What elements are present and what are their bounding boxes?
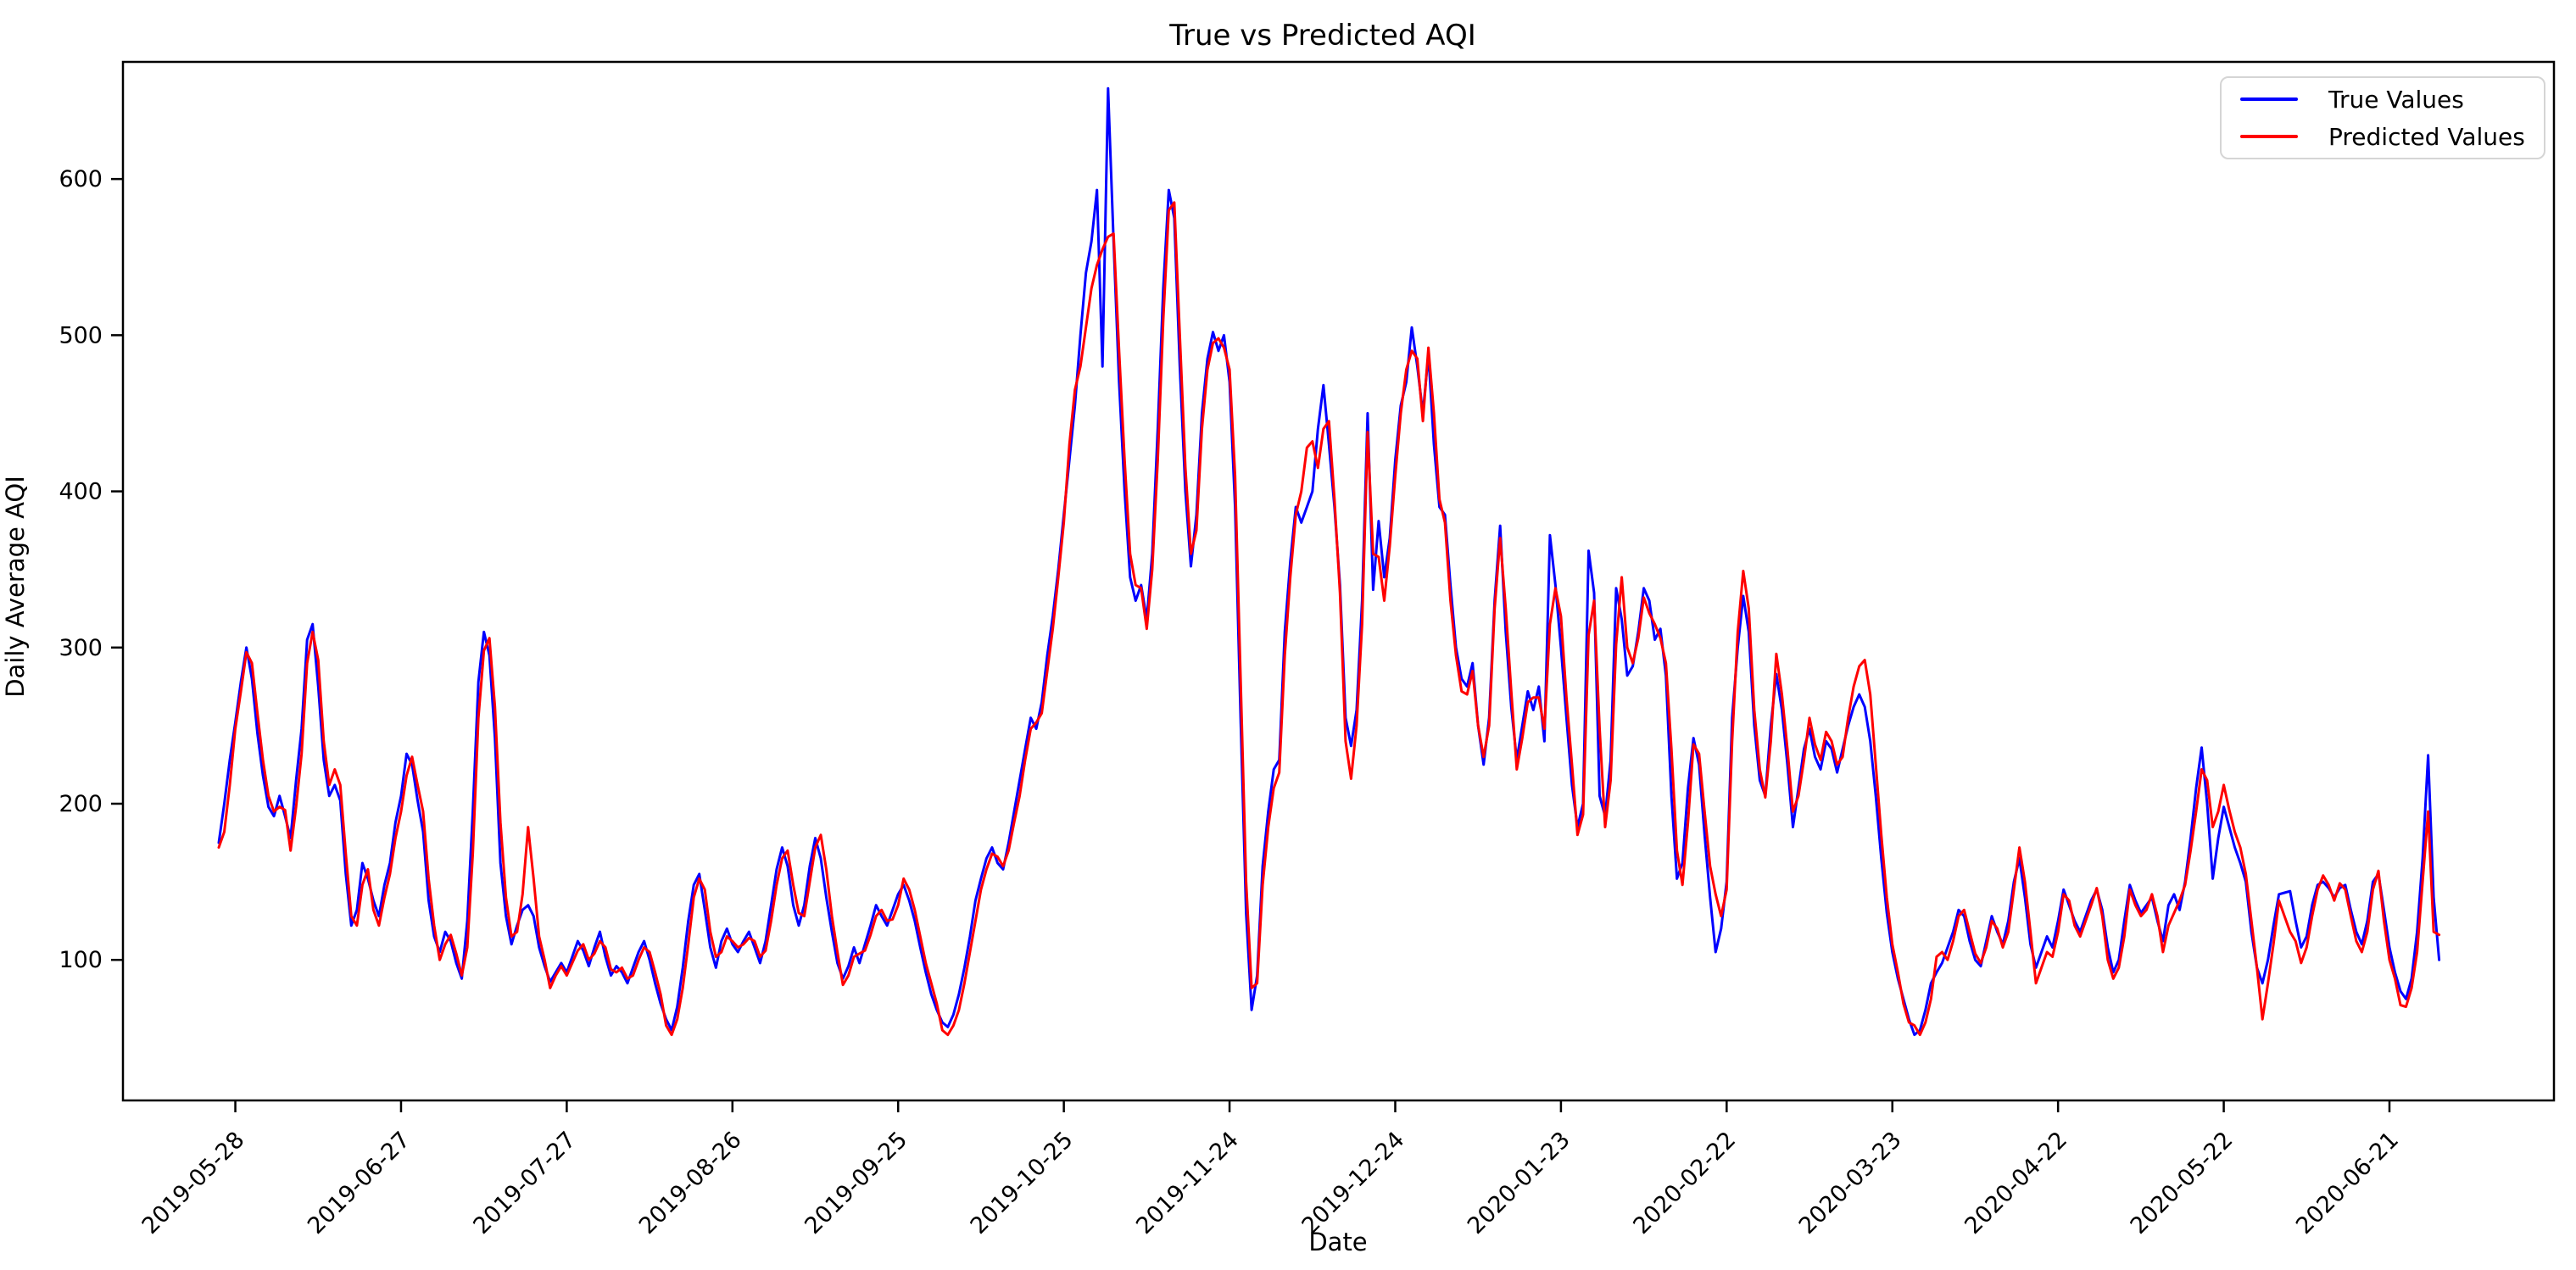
x-tick-label: 2020-02-22 (1628, 1127, 1741, 1239)
legend-entry-true: True Values (2222, 85, 2544, 114)
legend: True Values Predicted Values (2220, 76, 2545, 159)
legend-label-true: True Values (2328, 85, 2464, 114)
x-tick-label: 2019-09-25 (800, 1127, 912, 1239)
y-tick-label: 400 (59, 479, 103, 505)
legend-entry-predicted: Predicted Values (2222, 122, 2544, 151)
legend-swatch-true (2240, 97, 2298, 101)
x-tick-label: 2020-05-22 (2126, 1127, 2239, 1239)
plot-frame (121, 60, 2556, 1102)
legend-label-predicted: Predicted Values (2328, 122, 2525, 151)
y-tick-label: 200 (59, 791, 103, 817)
x-tick-label: 2019-05-28 (137, 1127, 250, 1239)
y-tick-label: 500 (59, 322, 103, 348)
y-tick-label: 100 (59, 947, 103, 973)
x-tick-label: 2020-06-21 (2291, 1127, 2404, 1239)
x-tick-label: 2019-11-24 (1131, 1127, 1244, 1239)
x-tick-label: 2019-07-27 (468, 1127, 581, 1239)
y-tick-label: 600 (59, 166, 103, 192)
x-tick-label: 2019-06-27 (303, 1127, 415, 1239)
x-tick-label: 2019-08-26 (634, 1127, 747, 1239)
legend-swatch-predicted (2240, 135, 2298, 138)
y-axis-label: Daily Average AQI (1, 476, 30, 698)
x-axis-label: Date (1308, 1228, 1368, 1256)
x-tick-label: 2020-04-22 (1960, 1127, 2072, 1239)
x-tick-label: 2020-01-23 (1463, 1127, 1575, 1239)
chart-title: True vs Predicted AQI (1169, 19, 1476, 53)
series-line-1 (217, 201, 2441, 1037)
series-line-0 (217, 86, 2441, 1037)
x-tick-label: 2019-12-24 (1297, 1127, 1410, 1239)
x-tick-label: 2020-03-23 (1794, 1127, 1907, 1239)
y-tick-label: 300 (59, 635, 103, 661)
x-tick-label: 2019-10-25 (966, 1127, 1079, 1239)
